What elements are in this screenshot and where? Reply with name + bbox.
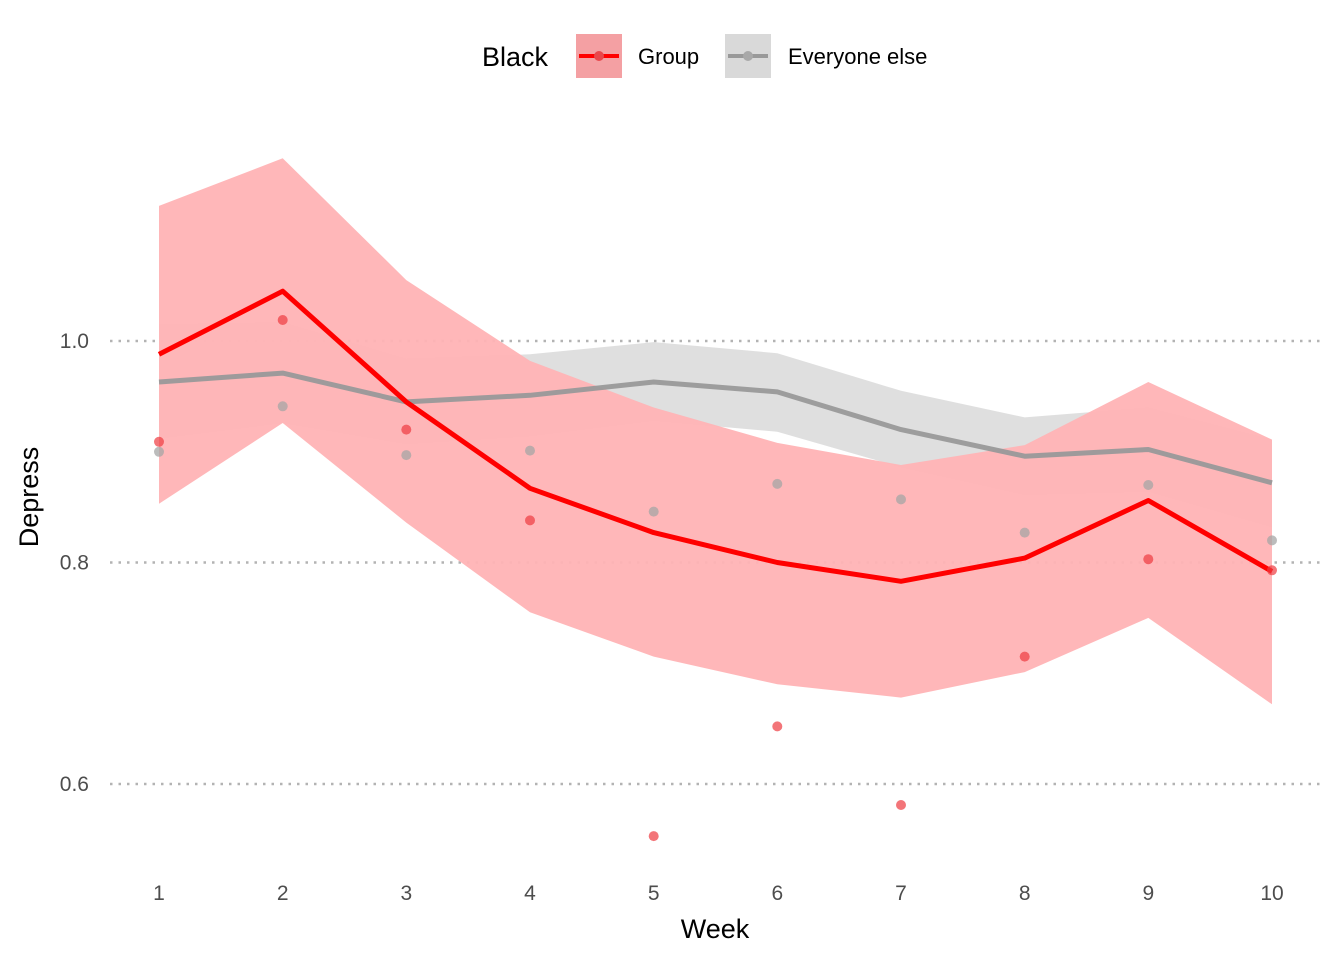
data-point-group — [525, 515, 535, 526]
x-tick-label: 2 — [277, 882, 289, 905]
y-axis-title: Depress — [14, 447, 44, 548]
data-point-group — [277, 315, 288, 325]
data-point-group — [1019, 651, 1030, 662]
data-point-everyone-else — [1143, 480, 1154, 490]
data-point-everyone-else — [1267, 535, 1277, 546]
data-point-everyone-else — [154, 446, 164, 457]
x-tick-label: 5 — [648, 882, 660, 905]
x-axis-title: Week — [681, 914, 750, 944]
data-point-everyone-else — [772, 478, 783, 489]
y-tick-label: 1.0 — [60, 330, 89, 353]
x-tick-label: 1 — [153, 882, 165, 905]
data-point-group — [1143, 554, 1154, 565]
x-tick-label: 7 — [895, 882, 907, 905]
legend-label-group: Group — [638, 44, 699, 69]
band-layer — [159, 158, 1272, 705]
data-point-everyone-else — [648, 506, 659, 517]
data-point-group — [154, 436, 164, 447]
data-point-everyone-else — [277, 401, 288, 412]
point-layer — [154, 315, 1277, 842]
axis-layer: 0.6 0.8 1.0 1 2 3 4 5 6 7 8 9 10 — [60, 330, 1284, 905]
legend-entry-group: Group — [576, 34, 699, 78]
series-line-everyone-else — [158, 370, 1273, 486]
line-layer — [157, 288, 1274, 584]
y-tick-label: 0.8 — [60, 552, 89, 575]
x-tick-label: 4 — [524, 882, 536, 905]
data-point-group — [896, 800, 906, 810]
data-point-everyone-else — [1019, 527, 1030, 538]
data-point-everyone-else — [896, 494, 906, 505]
data-point-group — [772, 721, 783, 732]
x-tick-label: 10 — [1260, 882, 1283, 905]
x-tick-label: 9 — [1142, 882, 1154, 905]
x-tick-label: 8 — [1019, 882, 1031, 905]
legend-entry-everyone-else: Everyone else — [725, 34, 927, 78]
confidence-band-group — [159, 158, 1272, 705]
legend-key-group-point — [594, 51, 604, 61]
x-tick-label: 6 — [771, 882, 783, 905]
x-tick-label: 3 — [400, 882, 412, 905]
data-point-everyone-else — [525, 445, 535, 456]
legend-title: Black — [482, 42, 549, 72]
legend: Black Group Everyone else — [482, 34, 927, 78]
series-line-group — [157, 288, 1274, 584]
data-point-everyone-else — [401, 450, 412, 461]
y-tick-label: 0.6 — [60, 773, 89, 796]
data-point-group — [648, 831, 659, 842]
legend-label-everyone-else: Everyone else — [788, 44, 927, 69]
data-point-group — [1267, 565, 1277, 576]
legend-key-everyone-else-point — [743, 51, 753, 61]
data-point-group — [401, 424, 412, 435]
